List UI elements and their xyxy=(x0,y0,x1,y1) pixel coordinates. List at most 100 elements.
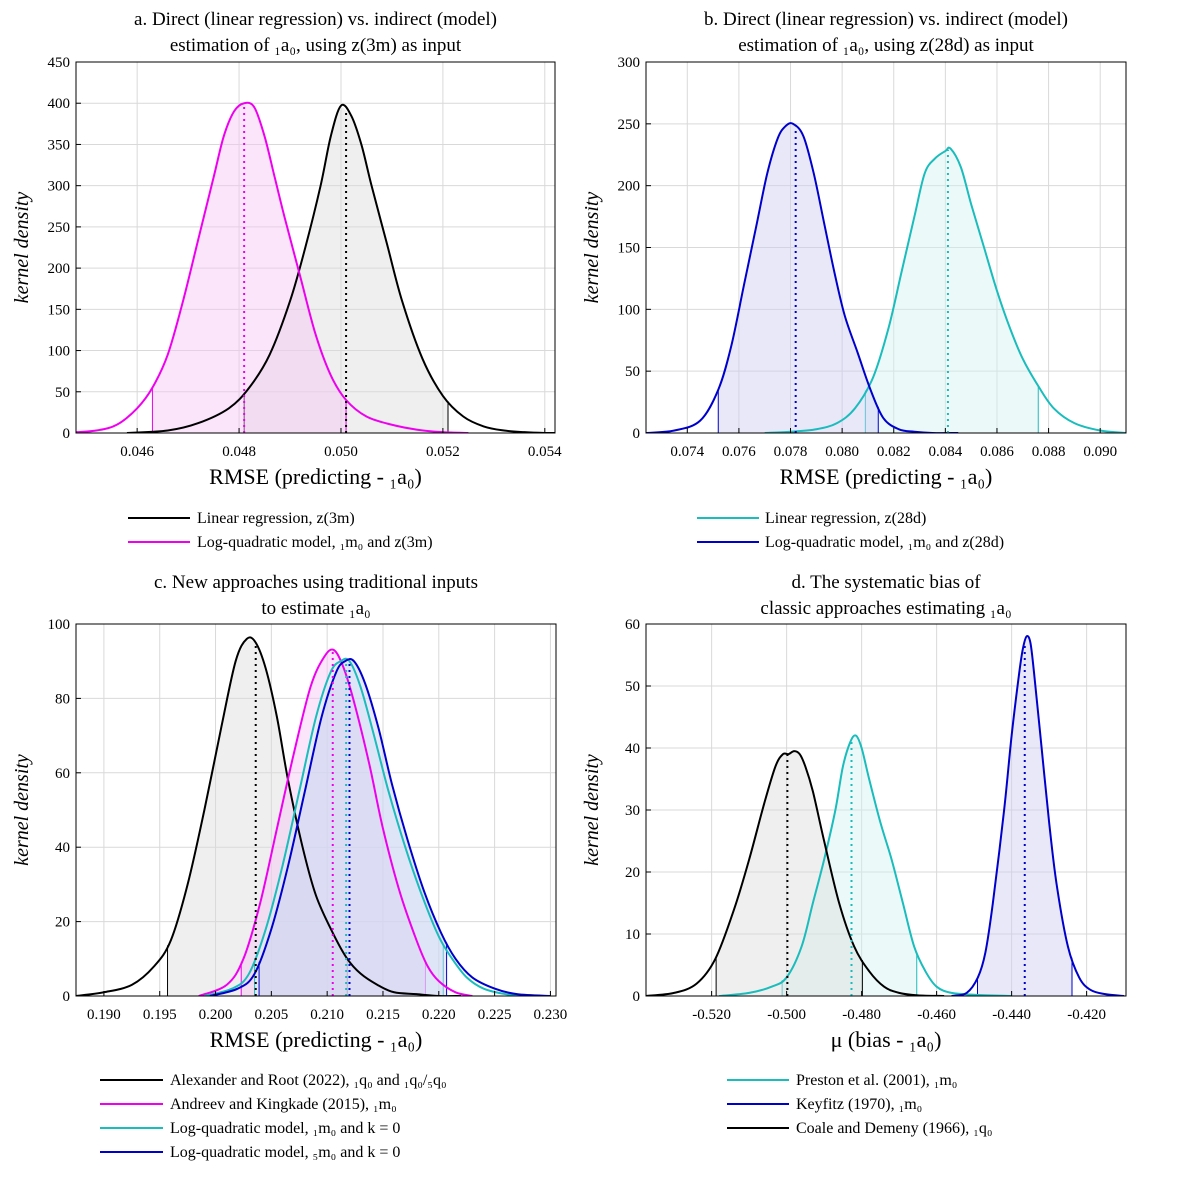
x-tick-label: 0.046 xyxy=(120,444,154,460)
y-axis-label: kernel density xyxy=(581,754,603,866)
panel-a: 0.046 0.048 0.050 0.052 0.054 0 50 100 150 200 250… xyxy=(11,9,562,551)
plot-marks xyxy=(76,636,551,996)
x-tick-label: 0.080 xyxy=(825,444,859,460)
y-tick-label: 50 xyxy=(625,679,640,695)
series-1-curve xyxy=(76,101,469,433)
x-tick-label: 0.048 xyxy=(222,444,256,460)
plot-marks xyxy=(646,122,1126,433)
x-tick-label: 0.084 xyxy=(928,444,962,460)
y-tick-label: 40 xyxy=(625,741,640,757)
legend: Alexander and Root (2022), ₁q₀ and ₁q₀/₅… xyxy=(100,1072,447,1161)
y-axis-label: kernel density xyxy=(11,754,33,866)
y-tick-label: 250 xyxy=(48,220,71,236)
x-tick-label: 0.220 xyxy=(422,1007,456,1023)
series-2-curve xyxy=(646,750,945,996)
legend-label: Log-quadratic model, ₁m₀ and z(28d) xyxy=(765,534,1004,551)
series-0-ci-area xyxy=(782,735,917,996)
y-tick-label: 60 xyxy=(55,766,70,782)
x-tick-label: -0.440 xyxy=(992,1007,1031,1023)
x-tick-label: 0.076 xyxy=(722,444,756,460)
y-tick-label: 40 xyxy=(55,840,70,856)
x-tick-label: -0.500 xyxy=(767,1007,806,1023)
x-tick-label: 0.190 xyxy=(87,1007,121,1023)
legend: Linear regression, z(28d) Log-quadratic m… xyxy=(697,510,1004,551)
panel-title-line: b. Direct (linear regression) vs. indire… xyxy=(704,9,1068,30)
y-tick-label: 20 xyxy=(625,865,640,881)
series-1-curve xyxy=(198,648,473,996)
x-tick-label: 0.050 xyxy=(324,444,358,460)
series-1-ci-area xyxy=(241,650,426,996)
series-1-curve xyxy=(646,122,959,433)
x-tick-label: 0.082 xyxy=(877,444,911,460)
y-axis-label: kernel density xyxy=(581,192,603,304)
x-tick-label: 0.195 xyxy=(143,1007,177,1023)
axes-frame xyxy=(75,623,557,997)
y-tick-label: 400 xyxy=(48,96,71,112)
legend-label: Coale and Demeny (1966), ₁q₀ xyxy=(796,1120,992,1137)
y-tick-label: 300 xyxy=(618,55,641,71)
panel-title-line: classic approaches estimating ₁a₀ xyxy=(760,598,1011,619)
x-tick-label: -0.420 xyxy=(1067,1007,1106,1023)
x-tick-label: 0.215 xyxy=(366,1007,400,1023)
y-tick-label: 50 xyxy=(625,364,640,380)
legend: Linear regression, z(3m) Log-quadratic mo… xyxy=(128,510,433,551)
y-tick-label: 250 xyxy=(618,117,641,133)
legend-label: Andreev and Kingkade (2015), ₁m₀ xyxy=(170,1096,397,1113)
x-tick-label: 0.225 xyxy=(478,1007,512,1023)
y-tick-label: 350 xyxy=(48,137,71,153)
x-axis-label: RMSE (predicting - ₁a₀) xyxy=(210,1027,423,1052)
series-0-curve xyxy=(76,636,462,996)
legend-label: Alexander and Root (2022), ₁q₀ and ₁q₀/₅… xyxy=(170,1072,447,1089)
y-tick-label: 150 xyxy=(48,302,71,318)
panel-title-line: estimation of ₁a₀, using z(3m) as input xyxy=(170,35,462,56)
y-tick-label: 100 xyxy=(618,302,641,318)
x-axis-label: RMSE (predicting - ₁a₀) xyxy=(780,464,993,489)
x-tick-label: 0.074 xyxy=(670,444,704,460)
plot-area xyxy=(76,624,556,996)
x-tick-label: 0.230 xyxy=(534,1007,568,1023)
x-tick-label: 0.090 xyxy=(1083,444,1117,460)
y-tick-label: 100 xyxy=(48,617,71,633)
y-tick-label: 200 xyxy=(48,261,71,277)
y-tick-label: 450 xyxy=(48,55,71,71)
y-tick-label: 0 xyxy=(63,989,71,1005)
x-tick-label: 0.200 xyxy=(199,1007,233,1023)
legend-label: Log-quadratic model, ₁m₀ and k = 0 xyxy=(170,1120,400,1137)
legend: Preston et al. (2001), ₁m₀ Keyfitz (1970)… xyxy=(727,1072,992,1137)
series-0-ci-area xyxy=(167,639,348,996)
x-axis-label: RMSE (predicting - ₁a₀) xyxy=(209,464,422,489)
axes-frame xyxy=(75,61,556,434)
x-tick-label: -0.460 xyxy=(917,1007,956,1023)
series-1-ci-area xyxy=(977,637,1072,996)
series-1-ci-area xyxy=(718,123,879,433)
panel-b: 0.074 0.076 0.078 0.080 0.082 0.084 0.086 0.088… xyxy=(581,9,1127,551)
panel-c: 0.190 0.195 0.200 0.205 0.210 0.215 0.220 0.225… xyxy=(11,572,567,1161)
series-3-ci-area xyxy=(259,661,447,996)
panel-title-line: to estimate ₁a₀ xyxy=(261,598,370,619)
x-tick-label: 0.054 xyxy=(528,444,562,460)
x-tick-label: 0.086 xyxy=(980,444,1014,460)
y-tick-label: 100 xyxy=(48,344,71,360)
series-0-ci-area xyxy=(865,149,1039,433)
y-tick-label: 20 xyxy=(55,915,70,931)
plot-area xyxy=(76,62,555,433)
series-1-ci-area xyxy=(152,103,347,433)
series-2-ci-area xyxy=(254,661,444,996)
y-tick-label: 0 xyxy=(63,426,71,442)
legend-label: Linear regression, z(28d) xyxy=(765,510,926,527)
series-2-curve xyxy=(204,657,529,996)
y-tick-label: 80 xyxy=(55,691,70,707)
panel-title-line: c. New approaches using traditional inpu… xyxy=(154,572,478,593)
y-tick-label: 10 xyxy=(625,927,640,943)
panel-d: -0.520 -0.500 -0.480 -0.460 -0.440 -0.420 0 10 2… xyxy=(581,572,1127,1137)
legend-label: Keyfitz (1970), ₁m₀ xyxy=(796,1096,922,1113)
y-tick-label: 300 xyxy=(48,179,71,195)
series-0-curve xyxy=(126,103,555,433)
x-tick-label: 0.078 xyxy=(774,444,808,460)
panel-title-line: a. Direct (linear regression) vs. indire… xyxy=(134,9,497,30)
x-tick-label: 0.210 xyxy=(310,1007,344,1023)
legend-label: Linear regression, z(3m) xyxy=(197,510,355,527)
y-tick-label: 0 xyxy=(633,989,641,1005)
plot-marks xyxy=(646,635,1125,996)
